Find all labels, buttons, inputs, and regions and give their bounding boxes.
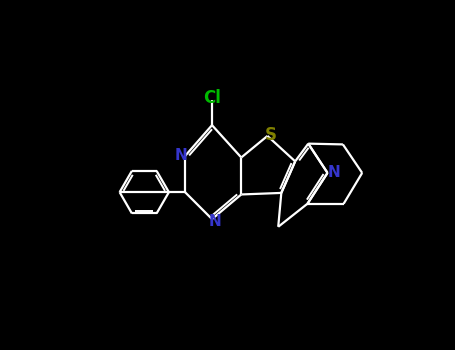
Text: N: N [175,148,187,163]
Text: N: N [209,214,222,229]
Text: Cl: Cl [203,89,221,107]
Text: N: N [328,166,341,180]
Text: S: S [264,126,277,144]
